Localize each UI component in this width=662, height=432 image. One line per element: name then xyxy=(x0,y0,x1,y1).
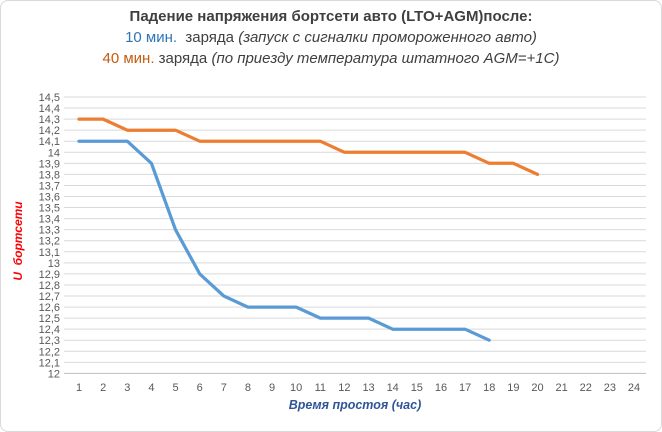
y-tick-label: 13,8 xyxy=(39,169,60,181)
x-tick-label: 6 xyxy=(197,382,203,394)
subtitle-10min-text: заряда xyxy=(177,29,239,46)
y-tick-label: 12,5 xyxy=(39,313,60,325)
y-tick-label: 12,8 xyxy=(39,280,60,292)
y-tick-label: 12,7 xyxy=(39,291,60,303)
x-axis-title: Время простоя (час) xyxy=(288,398,422,412)
subtitle-40min-lead: 40 мин. xyxy=(102,50,155,67)
gridlines xyxy=(64,96,646,374)
series-line-40min xyxy=(77,117,540,177)
x-tick-label: 19 xyxy=(507,382,519,394)
y-tick-label: 14,1 xyxy=(39,136,60,148)
x-tick-label: 23 xyxy=(604,382,616,394)
x-tick-label: 20 xyxy=(531,382,543,394)
subtitle-40min-paren: (по приезду температура штатного AGM=+1C… xyxy=(211,50,560,67)
y-tick-label: 13,4 xyxy=(39,214,60,226)
y-tick-label: 13,5 xyxy=(39,203,60,215)
x-tick-label: 12 xyxy=(338,382,350,394)
x-tick-label: 15 xyxy=(411,382,423,394)
y-tick-label: 13 xyxy=(48,258,60,270)
chart-subtitle-10min: 10 мин. заряда (запуск с сигналки промор… xyxy=(1,27,661,48)
y-tick-label: 12,3 xyxy=(39,335,60,347)
x-tick-label: 7 xyxy=(221,382,227,394)
x-tick-label: 14 xyxy=(387,382,399,394)
chart-header: Падение напряжения бортсети авто (LTO+AG… xyxy=(1,6,661,69)
y-tick-label: 14,2 xyxy=(39,125,60,137)
series-line-10min xyxy=(77,139,491,342)
x-tick-label: 1 xyxy=(76,382,82,394)
y-tick-label: 12,4 xyxy=(39,324,60,336)
y-tick-label: 12,9 xyxy=(39,269,60,281)
x-tick-label: 2 xyxy=(100,382,106,394)
y-axis-title: U бортсети xyxy=(11,201,25,281)
y-tick-label: 13,3 xyxy=(39,225,60,237)
y-tick-label: 14,3 xyxy=(39,114,60,126)
x-tick-label: 18 xyxy=(483,382,495,394)
y-tick-label: 13,6 xyxy=(39,192,60,204)
y-tick-label: 12,2 xyxy=(39,346,60,358)
y-tick-label: 14 xyxy=(48,147,60,159)
x-tick-label: 21 xyxy=(555,382,567,394)
y-tick-label: 13,7 xyxy=(39,180,60,192)
x-tick-label: 13 xyxy=(362,382,374,394)
x-tick-label: 22 xyxy=(580,382,592,394)
y-tick-label: 12,6 xyxy=(39,302,60,314)
subtitle-10min-paren: (запуск с сигналки промороженного авто) xyxy=(238,29,537,46)
y-tick-label: 14,4 xyxy=(39,103,60,115)
y-tick-label: 13,1 xyxy=(39,247,60,259)
y-tick-label: 13,2 xyxy=(39,236,60,248)
x-tick-label: 17 xyxy=(459,382,471,394)
y-tick-label: 12,1 xyxy=(39,357,60,369)
x-tick-labels: 1 2 3 4 5 6 7 8 9 10 11 12 13 14 15 16 17 18 19 20 21 22 23 24 xyxy=(76,382,640,394)
y-tick-label: 12 xyxy=(48,368,60,380)
chart-title: Падение напряжения бортсети авто (LTO+AG… xyxy=(129,8,533,25)
chart-subtitle-40min: 40 мин. заряда (по приезду температура ш… xyxy=(1,48,661,69)
subtitle-10min-lead: 10 мин. xyxy=(125,29,178,46)
y-tick-label: 13,9 xyxy=(39,158,60,170)
x-tick-label: 10 xyxy=(290,382,302,394)
x-tick-label: 3 xyxy=(124,382,130,394)
subtitle-40min-text: заряда xyxy=(154,50,212,67)
x-tick-label: 5 xyxy=(172,382,178,394)
y-tick-label: 14,5 xyxy=(39,92,60,104)
x-tick-label: 24 xyxy=(628,382,640,394)
x-tick-label: 16 xyxy=(435,382,447,394)
x-tick-label: 8 xyxy=(245,382,251,394)
x-tick-label: 9 xyxy=(269,382,275,394)
x-tick-label: 11 xyxy=(315,382,326,394)
x-tick-label: 4 xyxy=(148,382,154,394)
y-tick-labels: 14,514,414,314,214,11413,913,813,713,613… xyxy=(39,92,60,380)
